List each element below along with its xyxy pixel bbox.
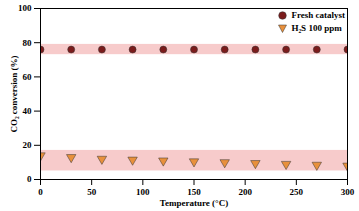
svg-text:60: 60 <box>23 72 33 82</box>
svg-text:50: 50 <box>87 187 97 197</box>
svg-text:Temperature (°C): Temperature (°C) <box>160 198 228 208</box>
svg-text:250: 250 <box>290 187 304 197</box>
svg-text:80: 80 <box>23 38 33 48</box>
svg-text:300: 300 <box>341 187 355 197</box>
svg-text:0: 0 <box>27 174 32 184</box>
html-text:Fresh catalyst: Fresh catalyst <box>291 10 345 20</box>
svg-text:20: 20 <box>23 140 33 150</box>
svg-text:0: 0 <box>38 187 43 197</box>
html-text:H₂S 100 ppm: H₂S 100 ppm <box>291 23 342 33</box>
svg-text:200: 200 <box>238 187 252 197</box>
svg-text:100: 100 <box>136 187 150 197</box>
svg-text:40: 40 <box>23 106 33 116</box>
svg-text:100: 100 <box>18 3 32 13</box>
svg-text:150: 150 <box>187 187 201 197</box>
svg-text:CO₂ conversion (%): CO₂ conversion (%) <box>9 55 19 132</box>
